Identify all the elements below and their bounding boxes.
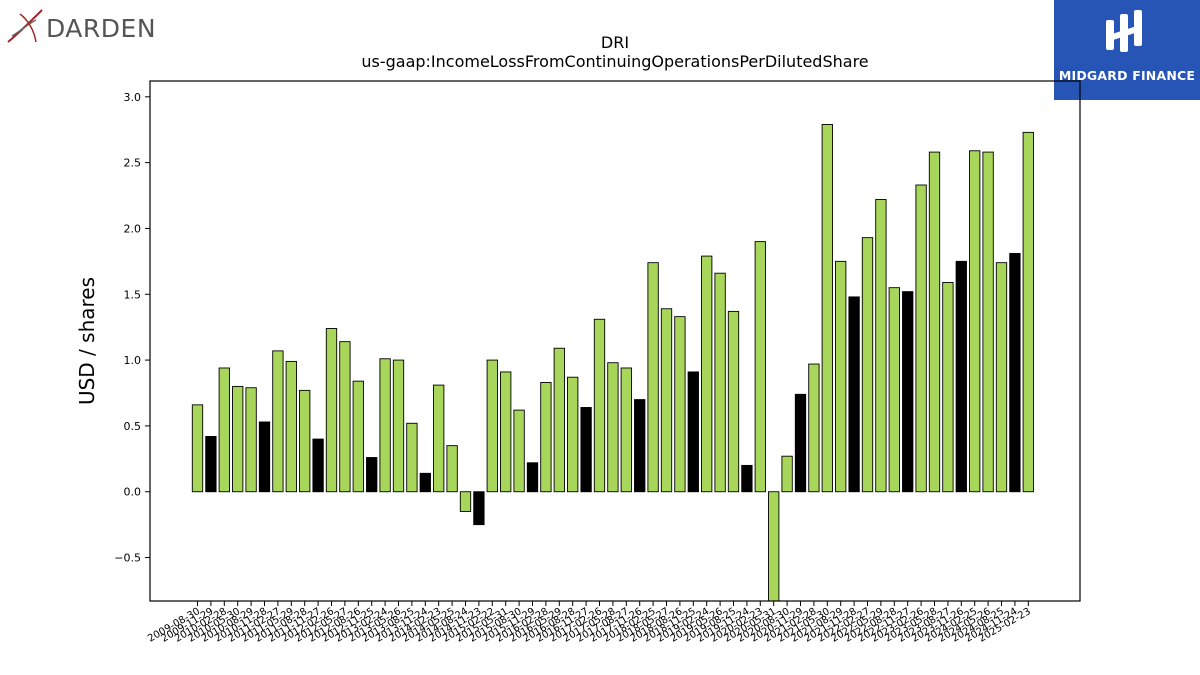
y-tick-label: 1.5: [124, 288, 142, 301]
bar-2024-02-25: [969, 150, 981, 493]
bar-2024-05-26: [982, 151, 994, 493]
bar-2023-11-26: [955, 260, 967, 493]
bar-2021-11-28: [848, 296, 860, 493]
y-tick-label: 0.0: [124, 486, 142, 499]
bar-2013-02-24: [379, 358, 391, 493]
bar-2021-05-30: [821, 123, 833, 493]
bar-2019-11-24: [741, 464, 753, 493]
bar-2016-08-28: [567, 376, 579, 493]
bar-2014-05-25: [446, 445, 458, 493]
bar-2016-05-29: [553, 347, 565, 493]
bar-2012-02-26: [325, 328, 338, 493]
bar-2020-02-23: [754, 241, 766, 493]
bar-2011-02-27: [272, 350, 284, 493]
bar-2023-05-28: [928, 151, 941, 493]
bar-2014-08-24: [459, 491, 472, 512]
y-tick-label: −0.5: [114, 552, 141, 565]
y-tick-label: 2.0: [124, 222, 142, 235]
bar-2023-02-26: [915, 184, 927, 493]
bar-2010-11-28: [258, 421, 271, 493]
bar-2021-02-28: [808, 363, 820, 493]
bar-2020-05-31: [768, 491, 780, 602]
y-tick-label: 0.5: [124, 420, 142, 433]
y-tick-label: 1.0: [124, 354, 142, 367]
bar-2015-11-29: [526, 462, 539, 493]
bar-2018-11-25: [687, 371, 699, 493]
y-tick-label: 3.0: [124, 91, 142, 104]
bar-2022-02-27: [861, 237, 874, 493]
chart-subtitle: us-gaap:IncomeLossFromContinuingOperatio…: [361, 52, 869, 71]
bar-2020-08-30: [781, 455, 793, 493]
bar-2012-11-25: [366, 457, 378, 493]
bar-2015-02-22: [486, 359, 498, 493]
bar-2013-08-25: [406, 422, 418, 493]
bar-2020-11-29: [794, 393, 807, 493]
bar-2016-11-27: [580, 407, 592, 493]
bar-2013-05-26: [392, 359, 405, 493]
midgard-emblem-icon: [1106, 10, 1142, 52]
bar-2025-02-23: [1022, 131, 1034, 493]
bar-2014-11-23: [473, 491, 485, 526]
bar-2018-02-25: [647, 262, 659, 493]
bar-2019-05-26: [714, 272, 726, 493]
bar-2017-05-28: [607, 362, 619, 493]
darden-swoosh-icon: [7, 9, 43, 43]
bar-2022-05-29: [875, 199, 887, 493]
y-axis-label: USD / shares: [75, 277, 99, 405]
bar-2023-08-27: [942, 281, 954, 493]
bar-2024-08-25: [995, 262, 1008, 493]
bar-2012-05-27: [339, 341, 351, 493]
bar-2009-08-30: [191, 404, 204, 493]
bar-2019-02-24: [701, 255, 713, 493]
bar-2024-11-24: [1009, 253, 1021, 493]
bar-2010-08-29: [245, 387, 257, 493]
y-tick-label: 2.5: [124, 157, 142, 170]
plot-frame: [149, 80, 1081, 602]
bar-2021-08-29: [835, 260, 847, 493]
bars-layer: [191, 123, 1034, 602]
bar-2022-11-27: [902, 291, 914, 493]
midgard-finance-logo: MIDGARD FINANCE: [1054, 0, 1200, 100]
bar-2015-08-30: [513, 409, 525, 493]
chart-title: DRI: [600, 33, 630, 52]
bar-2018-05-27: [660, 308, 673, 493]
bar-2010-05-30: [232, 385, 244, 493]
bar-2019-08-25: [727, 310, 740, 493]
bar-2014-02-23: [433, 384, 445, 493]
darden-logo: DARDEN: [6, 6, 166, 46]
y-axis: −0.5 0.0 0.5 1.0 1.5 2.0 2.5 3.0: [114, 91, 150, 565]
bar-2015-05-31: [500, 371, 512, 493]
x-axis: 2009-08-302009-11-292010-02-282010-05-30…: [146, 601, 1033, 645]
bar-2011-11-27: [312, 438, 324, 493]
bar-2022-08-28: [888, 287, 900, 493]
midgard-wordmark: MIDGARD FINANCE: [1058, 68, 1196, 83]
bar-2017-02-26: [593, 318, 606, 493]
darden-wordmark: DARDEN: [46, 14, 157, 43]
bar-2016-02-28: [540, 382, 552, 493]
bar-2017-08-27: [620, 367, 632, 493]
bar-2009-11-29: [205, 435, 217, 493]
bar-2011-05-29: [285, 360, 297, 493]
bar-2013-11-24: [419, 472, 431, 493]
bar-2012-08-26: [352, 380, 364, 493]
bar-2018-08-26: [674, 316, 686, 493]
bar-2010-02-28: [218, 367, 230, 493]
bar-2011-08-28: [299, 389, 311, 493]
bar-2017-11-26: [634, 399, 646, 493]
